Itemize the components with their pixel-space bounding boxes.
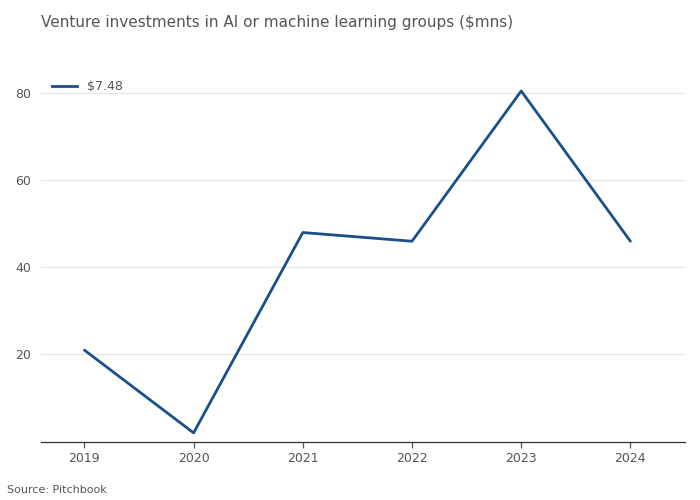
Text: Source: Pitchbook: Source: Pitchbook — [7, 485, 106, 495]
Text: Venture investments in AI or machine learning groups ($mns): Venture investments in AI or machine lea… — [41, 15, 513, 30]
Legend: $7.48: $7.48 — [47, 75, 128, 98]
